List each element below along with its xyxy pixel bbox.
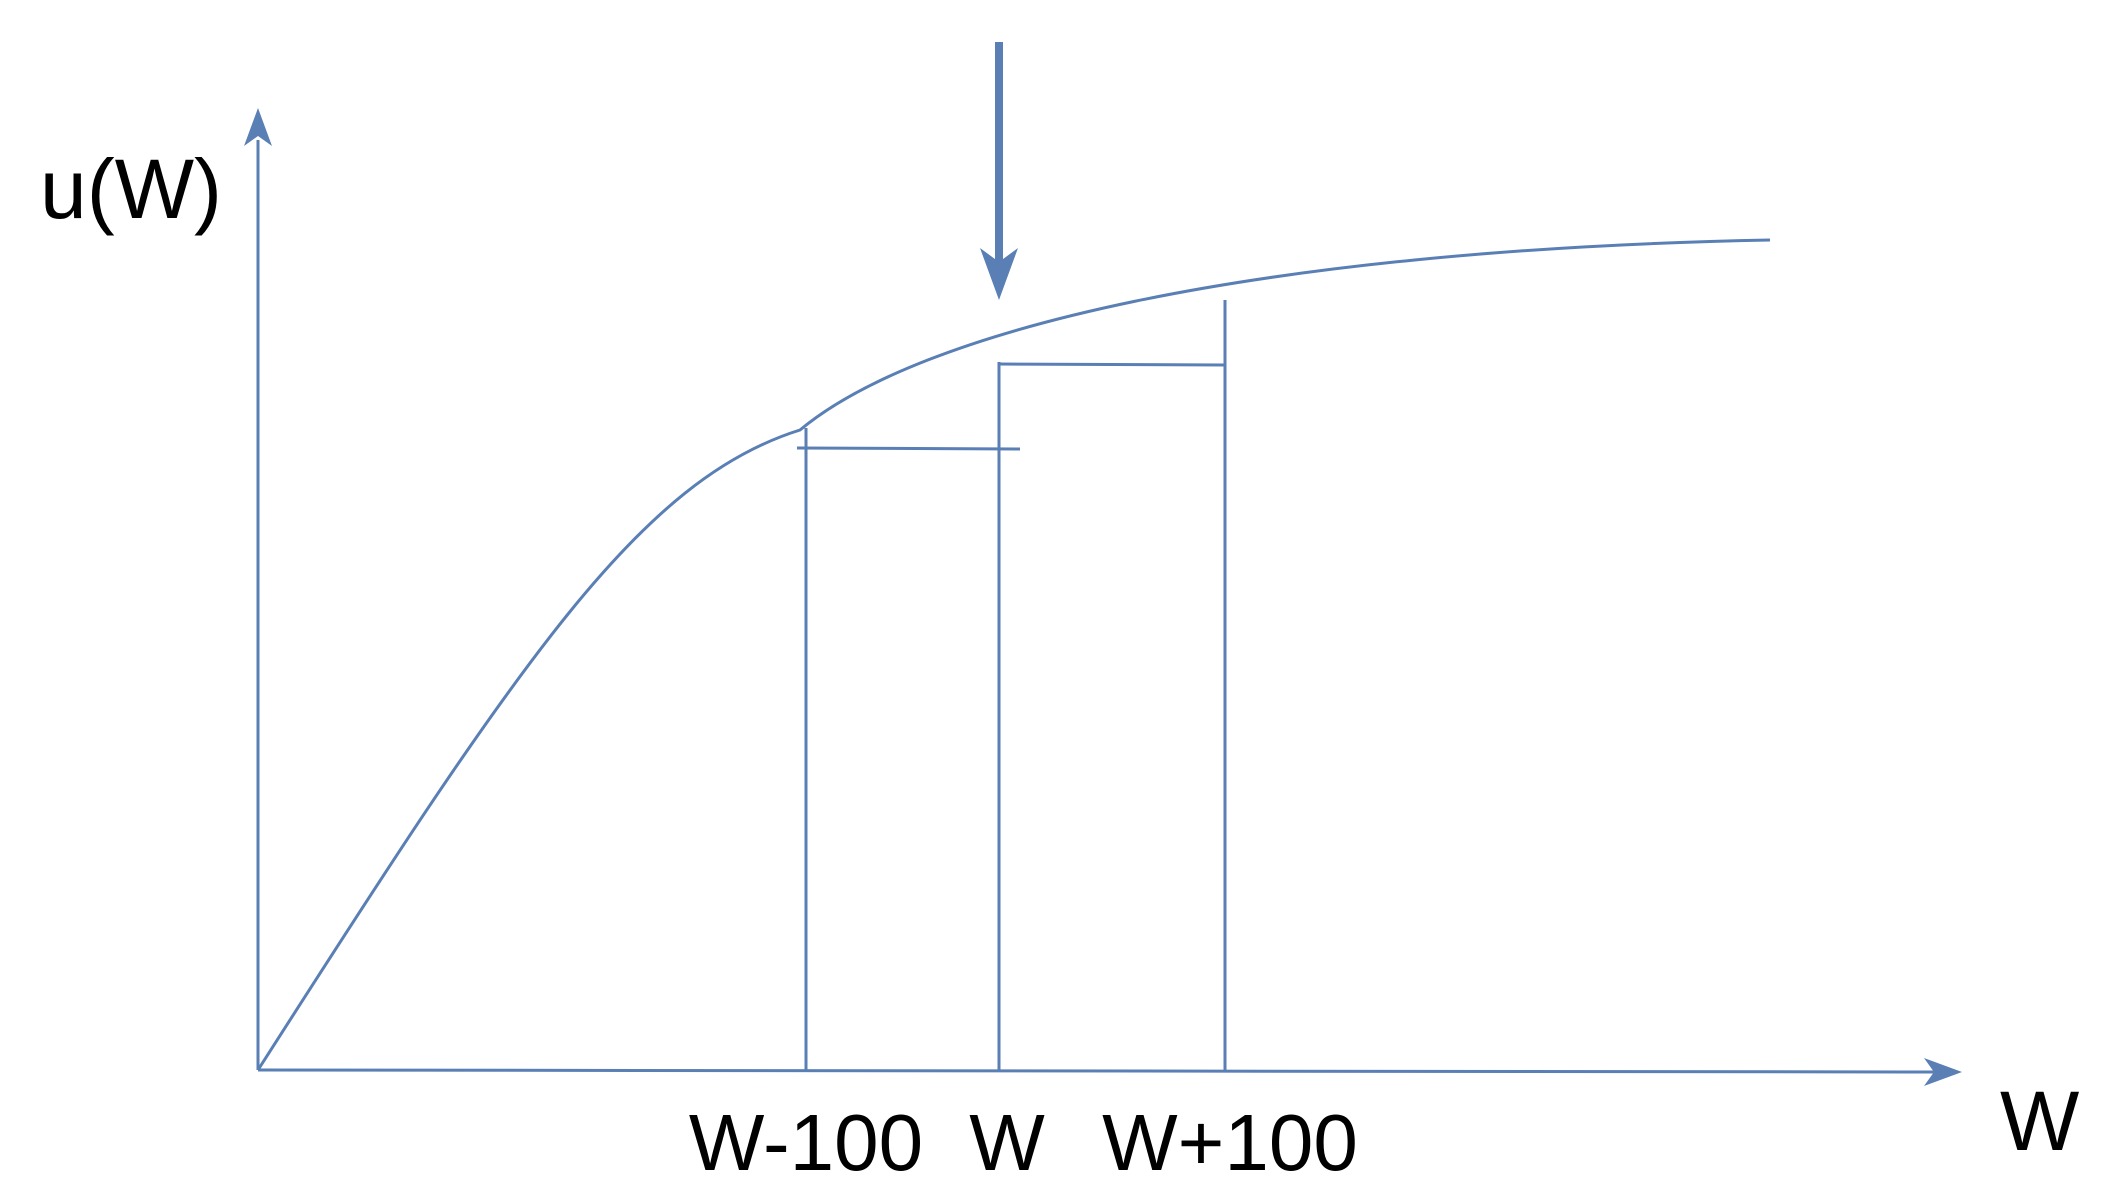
x-axis-label: W xyxy=(2000,1074,2079,1168)
tick-label-center: W xyxy=(969,1098,1045,1187)
hline-high xyxy=(998,362,1226,367)
y-axis-label: u(W) xyxy=(40,142,222,236)
y-axis-arrowhead-icon xyxy=(244,108,272,146)
utility-curve xyxy=(256,238,1771,1071)
hline-low xyxy=(796,446,1021,451)
x-axis-arrowhead-icon xyxy=(1924,1058,1962,1086)
tick-label-minus: W-100 xyxy=(689,1098,923,1187)
arrow-down-icon xyxy=(980,248,1018,300)
x-axis xyxy=(257,1068,1941,1074)
tick-label-plus: W+100 xyxy=(1102,1098,1358,1187)
